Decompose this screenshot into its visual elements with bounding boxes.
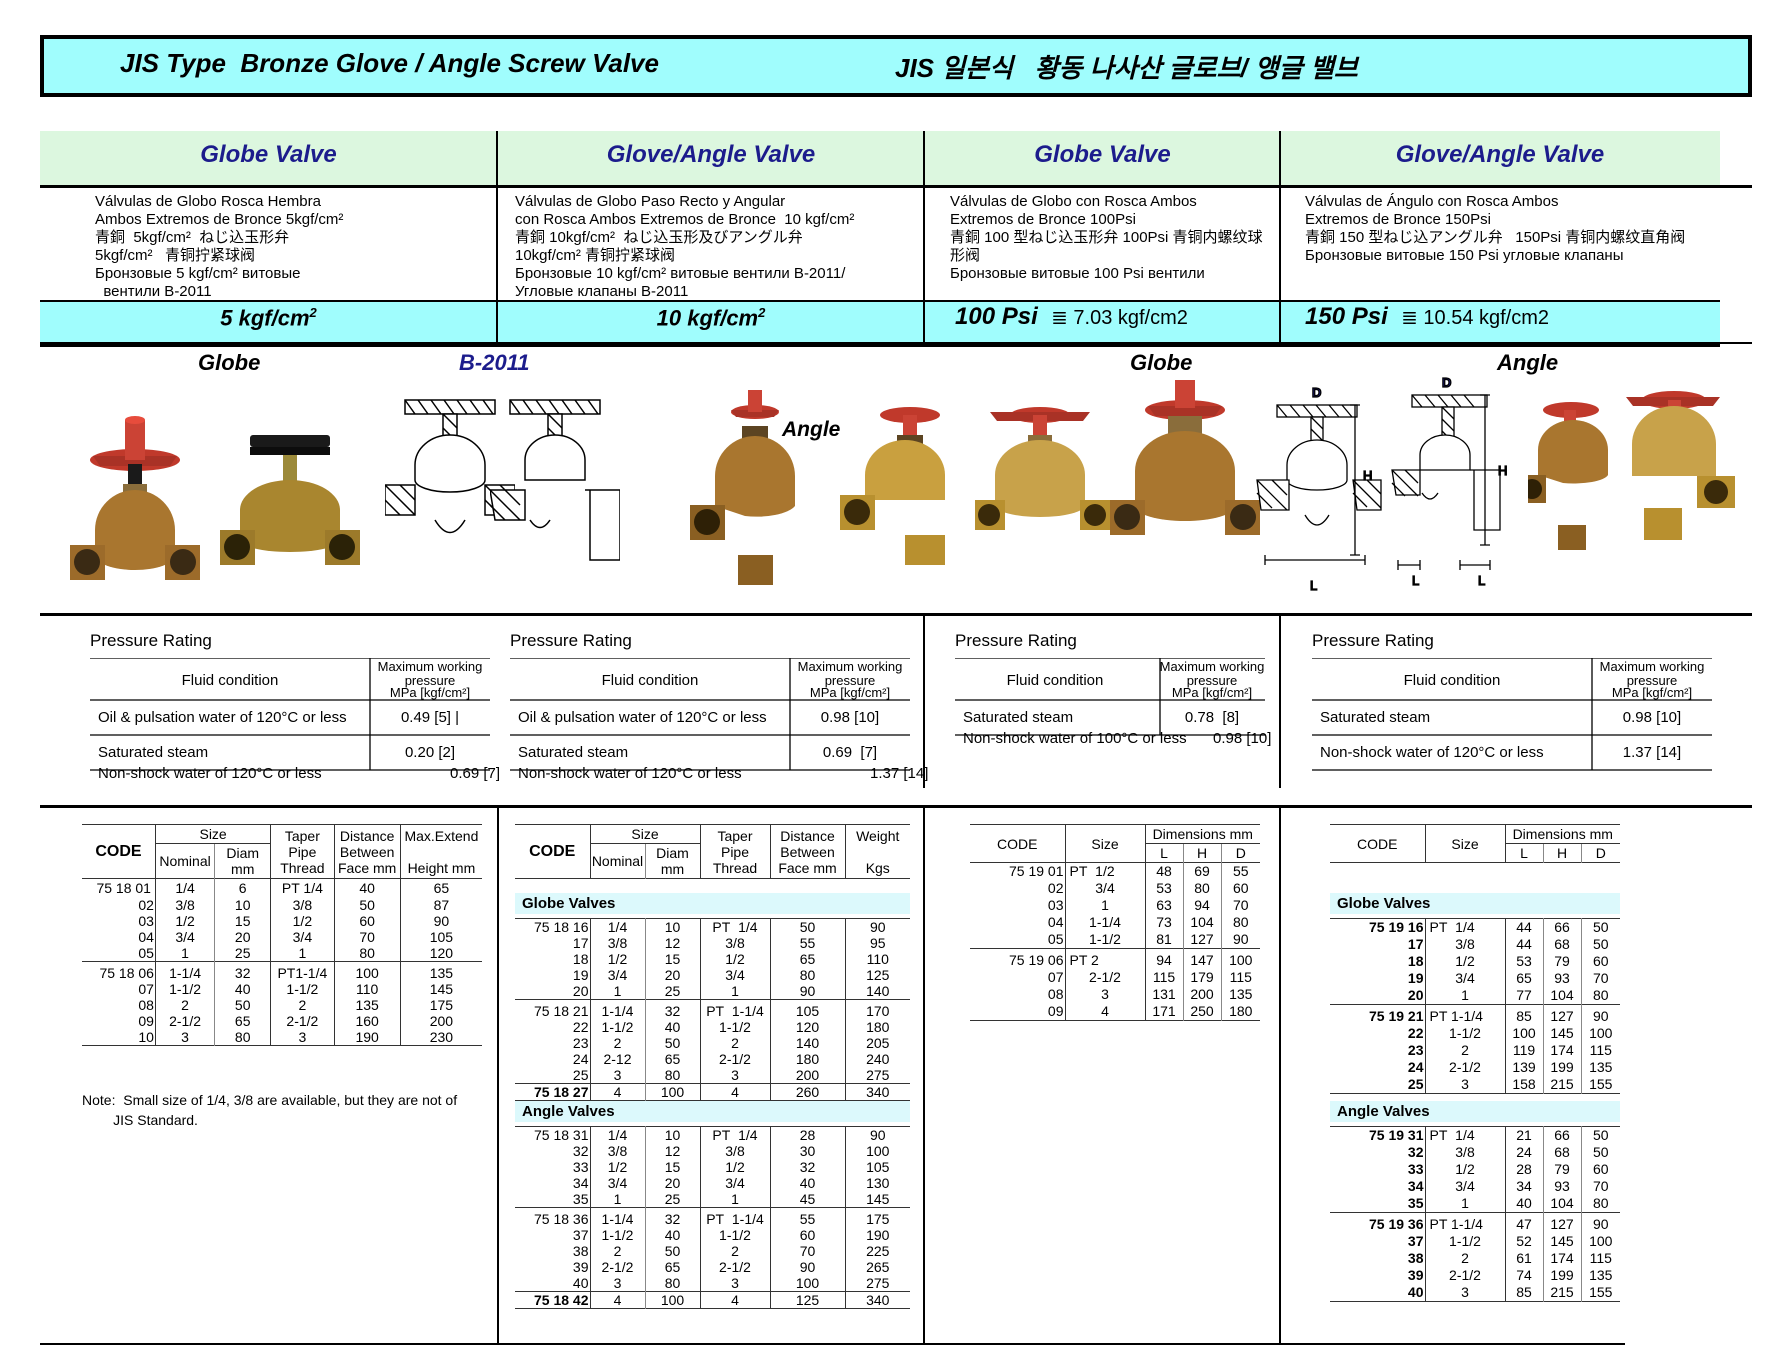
- svg-text:Maximum working: Maximum working: [1160, 659, 1265, 674]
- svg-text:Saturated steam: Saturated steam: [518, 744, 628, 761]
- svg-text:Maximum working: Maximum working: [798, 659, 903, 674]
- svg-text:Non-shock water of 120°C or le: Non-shock water of 120°C or less: [1320, 744, 1544, 761]
- svg-text:Maximum working: Maximum working: [378, 659, 483, 674]
- svg-text:MPa [kgf/cm²]: MPa [kgf/cm²]: [810, 685, 890, 700]
- svg-text:Fluid condition: Fluid condition: [182, 672, 279, 689]
- svg-text:MPa [kgf/cm²]: MPa [kgf/cm²]: [1612, 685, 1692, 700]
- svg-text:Saturated steam: Saturated steam: [963, 709, 1073, 726]
- svg-text:L: L: [1412, 573, 1419, 588]
- svg-text:Saturated steam: Saturated steam: [1320, 709, 1430, 726]
- svg-text:Oil & pulsation water of 120°C: Oil & pulsation water of 120°C or less: [98, 709, 347, 726]
- svg-text:0.98 [10]: 0.98 [10]: [1623, 709, 1681, 726]
- svg-text:Fluid condition: Fluid condition: [1404, 672, 1501, 689]
- svg-text:H: H: [1363, 468, 1372, 483]
- svg-text:0.69 [7]: 0.69 [7]: [823, 744, 877, 761]
- svg-text:0.20 [2]: 0.20 [2]: [405, 744, 455, 761]
- svg-text:D: D: [1442, 375, 1451, 390]
- svg-text:1.37 [14]: 1.37 [14]: [1623, 744, 1681, 761]
- svg-text:L: L: [1478, 573, 1485, 588]
- svg-text:Fluid condition: Fluid condition: [1007, 672, 1104, 689]
- svg-text:H: H: [1498, 463, 1507, 478]
- svg-text:Fluid condition: Fluid condition: [602, 672, 699, 689]
- svg-text:0.49 [5] |: 0.49 [5] |: [401, 709, 459, 726]
- svg-text:Maximum working: Maximum working: [1600, 659, 1705, 674]
- svg-text:0.98 [10]: 0.98 [10]: [821, 709, 879, 726]
- svg-text:Oil & pulsation water of 120°C: Oil & pulsation water of 120°C or less: [518, 709, 767, 726]
- svg-text:MPa [kgf/cm²]: MPa [kgf/cm²]: [1172, 685, 1252, 700]
- svg-text:MPa [kgf/cm²]: MPa [kgf/cm²]: [390, 685, 470, 700]
- svg-text:Saturated steam: Saturated steam: [98, 744, 208, 761]
- svg-text:D: D: [1312, 385, 1321, 400]
- svg-text:L: L: [1310, 578, 1317, 593]
- svg-text:0.78 [8]: 0.78 [8]: [1185, 709, 1239, 726]
